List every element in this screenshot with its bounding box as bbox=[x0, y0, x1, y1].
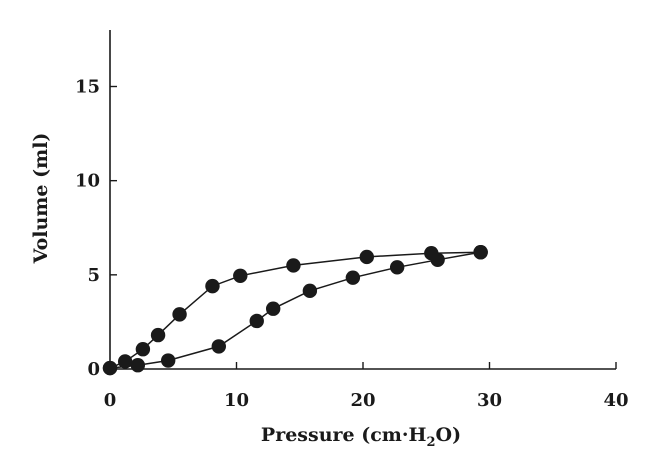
series-0-point-4 bbox=[172, 307, 187, 322]
series-1-point-0 bbox=[102, 360, 118, 376]
series-0-point-7 bbox=[286, 258, 301, 273]
y-tick-label-0: 0 bbox=[87, 359, 100, 380]
x-tick-label-2: 20 bbox=[350, 390, 375, 411]
series-1-point-4 bbox=[249, 313, 264, 329]
series-0-point-1 bbox=[117, 354, 133, 369]
y-tick-label-1: 5 bbox=[87, 265, 100, 286]
y-axis: 0 5 10 15 bbox=[75, 30, 117, 380]
x-axis-title-main: Pressure (cm·H bbox=[261, 424, 427, 446]
series-1-point-2 bbox=[160, 353, 176, 368]
x-axis-title-tail: O) bbox=[436, 424, 462, 446]
x-tick-label-0: 0 bbox=[104, 390, 117, 411]
series-1-point-10 bbox=[473, 245, 488, 260]
series-0-point-6 bbox=[233, 268, 248, 283]
series-0 bbox=[102, 245, 488, 376]
series-1-point-9 bbox=[430, 252, 445, 267]
series-0-point-5 bbox=[205, 278, 220, 294]
series-layer bbox=[102, 245, 488, 376]
series-0-point-3 bbox=[150, 327, 166, 343]
y-tick-label-3: 15 bbox=[75, 77, 100, 98]
x-tick-label-3: 30 bbox=[477, 390, 502, 411]
series-0-point-8 bbox=[359, 249, 374, 265]
y-axis-title: Volume (ml) bbox=[30, 133, 52, 265]
x-axis-title-subscript: 2 bbox=[426, 435, 435, 450]
series-1-point-7 bbox=[345, 270, 361, 285]
x-ticks: 0 10 20 30 40 bbox=[104, 362, 629, 411]
series-1-point-6 bbox=[302, 283, 318, 299]
series-1-point-3 bbox=[211, 339, 226, 354]
series-1 bbox=[102, 245, 488, 376]
x-axis: 0 10 20 30 40 bbox=[104, 362, 629, 411]
series-1-point-1 bbox=[130, 358, 146, 373]
y-ticks: 0 5 10 15 bbox=[75, 77, 117, 380]
x-axis-title: Pressure (cm·H2O) bbox=[261, 424, 461, 450]
series-1-point-5 bbox=[265, 301, 281, 316]
x-tick-label-4: 40 bbox=[603, 390, 628, 411]
series-1-point-8 bbox=[389, 260, 405, 275]
y-tick-label-2: 10 bbox=[75, 171, 100, 192]
x-tick-label-1: 10 bbox=[224, 390, 249, 411]
series-0-point-2 bbox=[135, 342, 151, 357]
